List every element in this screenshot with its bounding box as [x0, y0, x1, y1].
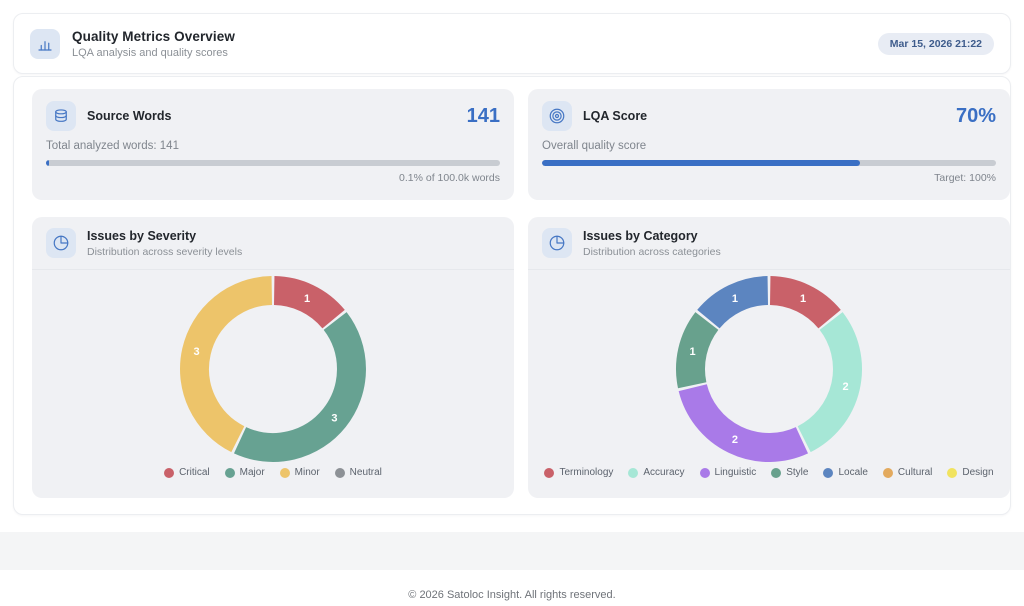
- donut-slice-style[interactable]: [676, 312, 719, 389]
- category-legend: Terminology Accuracy Linguistic Style Locale…: [528, 467, 1010, 478]
- severity-legend: Critical Major Minor Neutral: [32, 467, 514, 478]
- legend-dot: [947, 467, 958, 478]
- page-header: Quality Metrics Overview LQA analysis an…: [13, 13, 1011, 74]
- legend-label: Linguistic: [714, 467, 757, 478]
- pie-chart-icon: [46, 228, 76, 258]
- chart-card-issues-by-category: Issues by Category Distribution across c…: [528, 217, 1010, 498]
- metric-title: LQA Score: [583, 109, 648, 123]
- progress-fill: [542, 160, 860, 166]
- progress-track: [542, 160, 996, 166]
- legend-dot: [628, 467, 639, 478]
- legend-item-major[interactable]: Major: [224, 467, 265, 478]
- legend-item-accuracy[interactable]: Accuracy: [628, 467, 685, 478]
- legend-item-neutral[interactable]: Neutral: [334, 467, 382, 478]
- metric-value: 70%: [955, 104, 996, 127]
- legend-label: Style: [786, 467, 809, 478]
- layers-icon: [46, 101, 76, 131]
- donut-slice-major[interactable]: [233, 312, 366, 462]
- category-donut-chart: 1 2 2 1 1: [676, 276, 862, 462]
- header-titles: Quality Metrics Overview LQA analysis an…: [72, 29, 235, 59]
- chart-title: Issues by Severity: [87, 228, 197, 243]
- legend-dot: [544, 467, 555, 478]
- legend-dot: [771, 467, 782, 478]
- metric-title: Source Words: [87, 109, 172, 123]
- slice-value-label: 2: [732, 434, 738, 446]
- progress-fill: [46, 160, 49, 166]
- donut-slice-critical[interactable]: [273, 276, 345, 329]
- legend-dot: [823, 467, 834, 478]
- slice-value-label: 2: [842, 381, 848, 393]
- chart-subtitle: Distribution across severity levels: [87, 245, 243, 258]
- metrics-container: Source Words 141 Total analyzed words: 1…: [13, 76, 1011, 515]
- legend-dot: [699, 467, 710, 478]
- donut-slice-minor[interactable]: [180, 276, 273, 453]
- legend-label: Terminology: [559, 467, 614, 478]
- legend-item-design[interactable]: Design: [947, 467, 994, 478]
- slice-value-label: 1: [800, 293, 806, 305]
- footer-band: [0, 532, 1024, 570]
- slice-value-label: 3: [193, 346, 199, 358]
- legend-label: Design: [962, 467, 994, 478]
- legend-item-critical[interactable]: Critical: [164, 467, 210, 478]
- page-title: Quality Metrics Overview: [72, 28, 235, 44]
- donut-slice-terminology[interactable]: [769, 276, 841, 329]
- legend-label: Minor: [294, 467, 320, 478]
- legend-item-linguistic[interactable]: Linguistic: [699, 467, 757, 478]
- slice-value-label: 3: [331, 412, 337, 424]
- legend-item-cultural[interactable]: Cultural: [882, 467, 933, 478]
- slice-value-label: 1: [732, 293, 738, 305]
- donut-slice-locale[interactable]: [697, 276, 769, 329]
- legend-item-minor[interactable]: Minor: [279, 467, 320, 478]
- legend-label: Critical: [179, 467, 210, 478]
- metric-description: Total analyzed words: 141: [46, 140, 179, 152]
- chart-title: Issues by Category: [583, 228, 698, 243]
- metric-card-source-words: Source Words 141 Total analyzed words: 1…: [32, 89, 514, 200]
- legend-dot: [334, 467, 345, 478]
- legend-dot: [279, 467, 290, 478]
- severity-donut-chart: 1 3 3: [180, 276, 366, 462]
- page-subtitle: LQA analysis and quality scores: [72, 46, 228, 59]
- metric-caption: 0.1% of 100.0k words: [399, 172, 500, 184]
- chart-head: Issues by Severity Distribution across s…: [32, 217, 514, 270]
- chart-subtitle: Distribution across categories: [583, 245, 721, 258]
- legend-label: Locale: [838, 467, 868, 478]
- donut-slice-accuracy[interactable]: [797, 312, 862, 453]
- footer-copyright: © 2026 Satoloc Insight. All rights reser…: [408, 589, 616, 601]
- timestamp-badge: Mar 15, 2026 21:22: [877, 32, 994, 55]
- metric-value: 141: [466, 104, 500, 127]
- legend-dot: [164, 467, 175, 478]
- metric-head: LQA Score 70%: [542, 101, 996, 131]
- metric-head: Source Words 141: [46, 101, 500, 131]
- chart-card-issues-by-severity: Issues by Severity Distribution across s…: [32, 217, 514, 498]
- metric-caption: Target: 100%: [934, 172, 996, 184]
- donut-slice-linguistic[interactable]: [678, 383, 809, 462]
- metric-card-lqa-score: LQA Score 70% Overall quality score Targ…: [528, 89, 1010, 200]
- chart-titles: Issues by Severity Distribution across s…: [87, 229, 242, 258]
- bar-chart-icon: [30, 28, 60, 59]
- target-icon: [542, 101, 572, 131]
- metric-description: Overall quality score: [542, 140, 647, 152]
- legend-dot: [224, 467, 235, 478]
- chart-titles: Issues by Category Distribution across c…: [583, 229, 721, 258]
- legend-label: Neutral: [349, 467, 382, 478]
- legend-item-style[interactable]: Style: [771, 467, 808, 478]
- pie-chart-icon: [542, 228, 572, 258]
- slice-value-label: 1: [304, 293, 310, 305]
- legend-item-locale[interactable]: Locale: [823, 467, 868, 478]
- slice-value-label: 1: [689, 346, 695, 358]
- legend-item-terminology[interactable]: Terminology: [544, 467, 613, 478]
- chart-head: Issues by Category Distribution across c…: [528, 217, 1010, 270]
- legend-label: Major: [239, 467, 265, 478]
- legend-label: Accuracy: [643, 467, 685, 478]
- legend-label: Cultural: [897, 467, 933, 478]
- legend-dot: [882, 467, 893, 478]
- progress-track: [46, 160, 500, 166]
